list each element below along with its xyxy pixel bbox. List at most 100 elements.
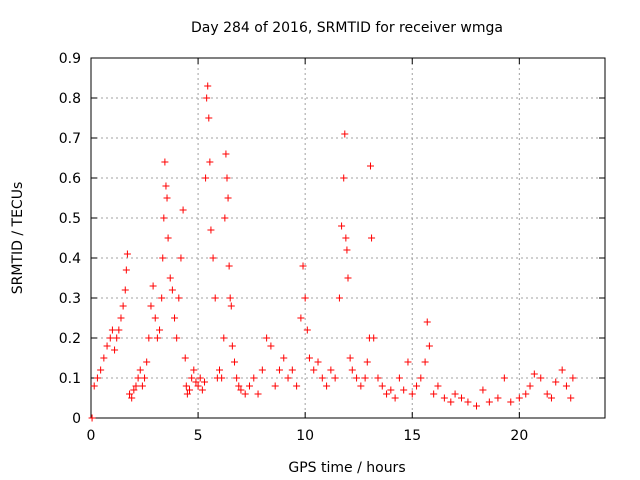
data-point (132, 382, 140, 390)
data-point (267, 342, 275, 350)
data-point (485, 398, 493, 406)
data-point (297, 314, 305, 322)
data-point (526, 382, 534, 390)
data-point (175, 294, 183, 302)
data-point (177, 254, 185, 262)
data-point (543, 390, 551, 398)
data-point (156, 326, 164, 334)
data-point (293, 382, 301, 390)
data-point (186, 386, 194, 394)
data-point (558, 366, 566, 374)
data-point (204, 82, 212, 90)
data-point (458, 394, 466, 402)
data-point (473, 402, 480, 410)
data-point (115, 326, 123, 334)
data-point (211, 294, 219, 302)
data-point (245, 382, 253, 390)
data-point (423, 318, 431, 326)
data-point (166, 274, 174, 282)
data-point (181, 354, 189, 362)
x-tick-label: 10 (296, 428, 314, 444)
data-point (223, 174, 231, 182)
data-point (149, 282, 157, 290)
data-point (198, 386, 206, 394)
data-point (421, 358, 429, 366)
data-point (275, 366, 283, 374)
data-point (335, 294, 343, 302)
y-tick-label: 0.9 (59, 51, 81, 67)
y-tick-label: 0.2 (59, 331, 81, 347)
data-point (205, 114, 213, 122)
data-point (201, 378, 209, 386)
data-point (106, 334, 114, 342)
y-tick-label: 0.6 (59, 171, 81, 187)
data-point (173, 334, 181, 342)
data-point (100, 354, 108, 362)
data-point (342, 234, 350, 242)
data-point (327, 366, 335, 374)
data-point (569, 374, 577, 382)
y-tick-label: 0 (72, 411, 81, 427)
data-point (280, 354, 288, 362)
data-point (383, 390, 391, 398)
data-point (192, 378, 200, 386)
data-point (500, 374, 508, 382)
data-point (179, 206, 187, 214)
data-point (121, 286, 129, 294)
data-point (479, 386, 487, 394)
data-point (343, 246, 351, 254)
data-point (567, 394, 575, 402)
data-point (522, 390, 530, 398)
data-point (209, 254, 217, 262)
data-point (530, 370, 538, 378)
data-point (434, 382, 442, 390)
data-point (183, 390, 191, 398)
data-point (537, 374, 545, 382)
data-point (552, 378, 560, 386)
data-point (90, 382, 98, 390)
axis-ticks: 0 0.1 0.2 0.3 0.4 0.5 0.6 0.7 0.8 0.9 0 5 10 15 20 (59, 51, 605, 444)
data-point (254, 390, 262, 398)
data-point (562, 382, 570, 390)
data-point (182, 382, 190, 390)
x-tick-label: 15 (403, 428, 421, 444)
data-point (299, 262, 307, 270)
data-point (226, 294, 234, 302)
data-point (227, 302, 235, 310)
data-point (323, 382, 331, 390)
data-point (188, 374, 196, 382)
x-axis-label: GPS time / hours (288, 460, 405, 476)
data-point (228, 342, 236, 350)
data-point (218, 374, 226, 382)
data-point (395, 374, 403, 382)
data-point (430, 390, 438, 398)
data-point (507, 398, 515, 406)
data-point (220, 334, 228, 342)
data-point (400, 386, 408, 394)
data-point (547, 394, 555, 402)
data-point (318, 374, 326, 382)
data-point (366, 162, 374, 170)
data-point (222, 150, 230, 158)
data-point (171, 314, 179, 322)
data-point (97, 366, 105, 374)
data-point (111, 346, 119, 354)
data-point (88, 414, 96, 422)
data-point (145, 334, 153, 342)
y-tick-label: 0.5 (59, 211, 81, 227)
data-point (344, 274, 352, 282)
data-point (159, 254, 167, 262)
data-point (190, 366, 198, 374)
data-point (123, 250, 131, 258)
y-axis-label: SRMTID / TECUs (10, 182, 26, 295)
data-point (103, 342, 111, 350)
data-point (147, 302, 155, 310)
data-point (357, 382, 365, 390)
data-point (338, 222, 346, 230)
y-tick-label: 0.7 (59, 131, 81, 147)
data-point (331, 374, 339, 382)
data-point (387, 386, 395, 394)
data-point (464, 398, 472, 406)
data-point (126, 390, 134, 398)
